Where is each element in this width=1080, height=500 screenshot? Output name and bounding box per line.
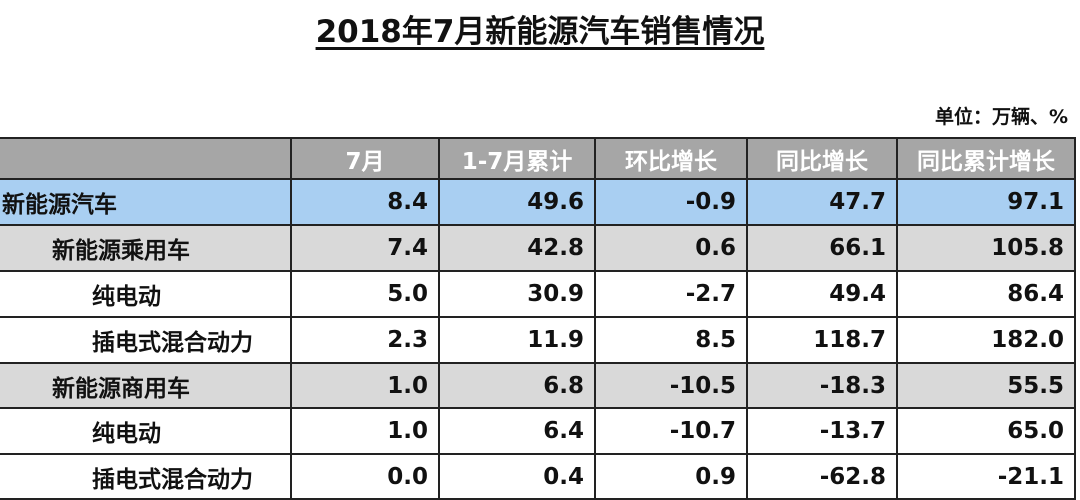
cell-value: 55.5 bbox=[898, 364, 1076, 409]
title-wrap: 2018年7月新能源汽车销售情况 bbox=[0, 6, 1080, 51]
cell-value: -10.5 bbox=[596, 364, 748, 409]
cell-value: 30.9 bbox=[440, 272, 596, 318]
cell-value: 86.4 bbox=[898, 272, 1076, 318]
title: 2018年7月新能源汽车销售情况 bbox=[315, 14, 765, 50]
cell-value: 8.5 bbox=[596, 318, 748, 364]
column-header: 1-7月累计 bbox=[440, 137, 596, 180]
cell-value: 1.0 bbox=[292, 409, 440, 455]
row-label: 插电式混合动力 bbox=[0, 318, 292, 364]
row-label: 新能源商用车 bbox=[0, 364, 292, 409]
cell-value: 5.0 bbox=[292, 272, 440, 318]
cell-value: 2.3 bbox=[292, 318, 440, 364]
column-header: 同比增长 bbox=[748, 137, 898, 180]
cell-value: 6.8 bbox=[440, 364, 596, 409]
cell-value: 49.4 bbox=[748, 272, 898, 318]
cell-value: 8.4 bbox=[292, 180, 440, 226]
column-header bbox=[0, 137, 292, 180]
cell-value: -21.1 bbox=[898, 455, 1076, 500]
cell-value: -0.9 bbox=[596, 180, 748, 226]
cell-value: 118.7 bbox=[748, 318, 898, 364]
row-label: 纯电动 bbox=[0, 409, 292, 455]
cell-value: 0.0 bbox=[292, 455, 440, 500]
cell-value: 1.0 bbox=[292, 364, 440, 409]
cell-value: -10.7 bbox=[596, 409, 748, 455]
cell-value: 47.7 bbox=[748, 180, 898, 226]
cell-value: -13.7 bbox=[748, 409, 898, 455]
cell-value: 11.9 bbox=[440, 318, 596, 364]
cell-value: 97.1 bbox=[898, 180, 1076, 226]
cell-value: 6.4 bbox=[440, 409, 596, 455]
row-label: 插电式混合动力 bbox=[0, 455, 292, 500]
column-header: 同比累计增长 bbox=[898, 137, 1076, 180]
cell-value: 182.0 bbox=[898, 318, 1076, 364]
cell-value: 66.1 bbox=[748, 226, 898, 272]
column-header: 7月 bbox=[292, 137, 440, 180]
unit: 单位：万辆、% bbox=[934, 106, 1068, 128]
cell-value: 65.0 bbox=[898, 409, 1076, 455]
cell-value: 42.8 bbox=[440, 226, 596, 272]
cell-value: 49.6 bbox=[440, 180, 596, 226]
cell-value: 0.9 bbox=[596, 455, 748, 500]
cell-value: 0.6 bbox=[596, 226, 748, 272]
cell-value: 105.8 bbox=[898, 226, 1076, 272]
row-label: 新能源汽车 bbox=[0, 180, 292, 226]
column-header: 环比增长 bbox=[596, 137, 748, 180]
row-label: 纯电动 bbox=[0, 272, 292, 318]
cell-value: 7.4 bbox=[292, 226, 440, 272]
cell-value: -2.7 bbox=[596, 272, 748, 318]
cell-value: -62.8 bbox=[748, 455, 898, 500]
cell-value: -18.3 bbox=[748, 364, 898, 409]
cell-value: 0.4 bbox=[440, 455, 596, 500]
row-label: 新能源乘用车 bbox=[0, 226, 292, 272]
